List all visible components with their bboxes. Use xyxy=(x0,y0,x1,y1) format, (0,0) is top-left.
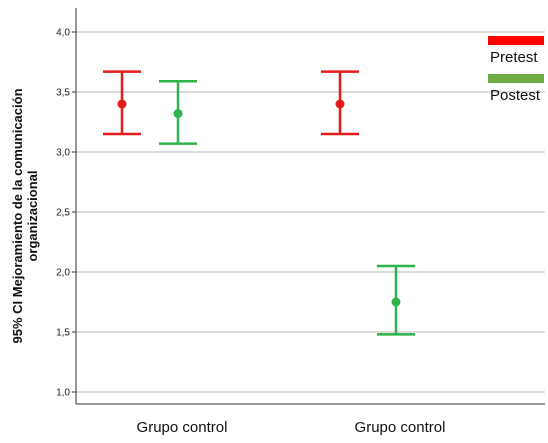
legend-swatch xyxy=(488,36,544,45)
y-tick-label: 4,0 xyxy=(56,28,70,39)
mean-point xyxy=(173,109,183,119)
legend-label: Pretest xyxy=(490,49,538,66)
legend-label: Postest xyxy=(490,87,541,104)
mean-point xyxy=(391,297,401,307)
mean-point xyxy=(117,99,127,109)
x-category-label: Grupo control xyxy=(137,419,228,436)
grid-lines xyxy=(76,31,545,393)
y-axis-title: 95% CI Mejoramiento de la comunicaciónor… xyxy=(10,88,40,343)
legend-swatch xyxy=(488,74,544,83)
mean-point xyxy=(335,99,345,109)
error-bars xyxy=(103,70,415,336)
y-tick-label: 1,0 xyxy=(56,388,70,399)
errorbar-postest-2 xyxy=(377,264,415,336)
x-axis-category-labels: Grupo control Grupo control xyxy=(137,419,446,436)
errorbar-postest-1 xyxy=(159,79,197,145)
y-tick-label: 2,0 xyxy=(56,268,70,279)
x-category-label: Grupo control xyxy=(355,419,446,436)
errorbar-pretest-1 xyxy=(103,70,141,136)
y-axis-title-text: 95% CI Mejoramiento de la comunicaciónor… xyxy=(10,88,40,343)
y-axis-title-line: organizacional xyxy=(25,170,40,261)
legend-item-postest: Postest xyxy=(488,74,544,104)
y-axis-title-line: 95% CI Mejoramiento de la comunicación xyxy=(10,88,25,343)
legend: Pretest Postest xyxy=(488,36,544,104)
axes xyxy=(75,8,545,405)
y-tick-label: 3,0 xyxy=(56,148,70,159)
y-tick-label: 2,5 xyxy=(56,208,70,219)
y-tick-label: 1,5 xyxy=(56,328,70,339)
y-tick-label: 3,5 xyxy=(56,88,70,99)
errorbar-pretest-2 xyxy=(321,70,359,136)
legend-item-pretest: Pretest xyxy=(488,36,544,66)
y-axis-ticks: 1,0 1,5 2,0 2,5 3,0 3,5 4,0 xyxy=(56,28,76,399)
